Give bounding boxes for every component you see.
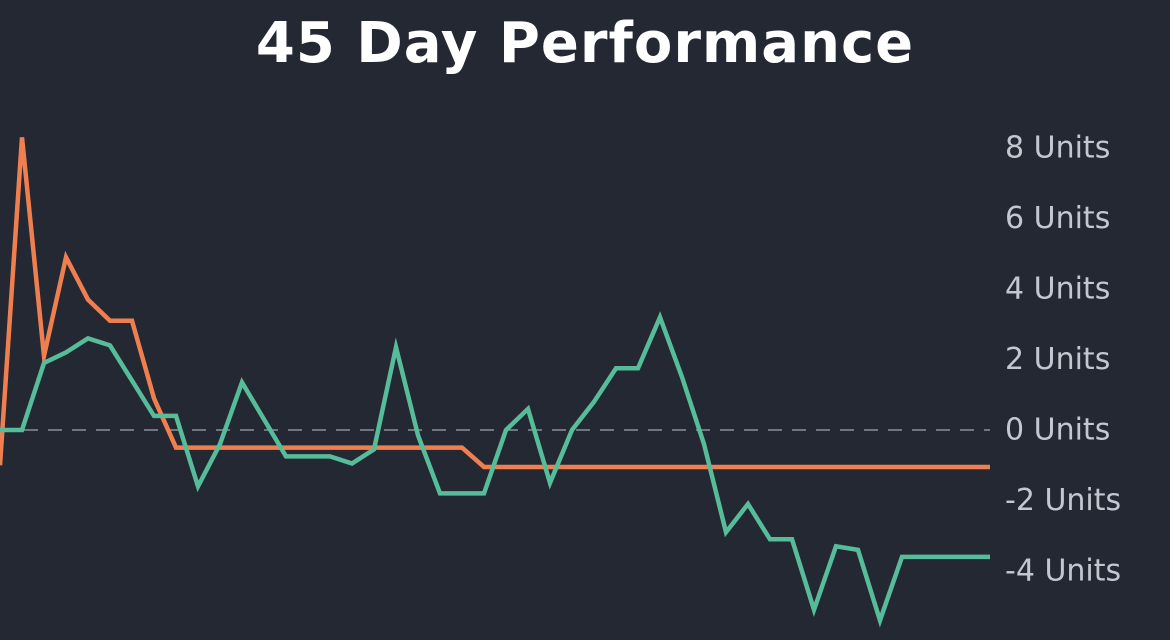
y-tick-label: 0 Units: [1005, 413, 1110, 448]
y-tick-label: 8 Units: [1005, 131, 1110, 166]
y-tick-label: 2 Units: [1005, 342, 1110, 377]
series-line-2: [0, 311, 990, 628]
y-tick-label: -2 Units: [1005, 483, 1121, 518]
y-tick-label: 4 Units: [1005, 272, 1110, 307]
series-line-1: [0, 137, 990, 470]
y-axis-tick-labels: 8 Units 6 Units 4 Units 2 Units 0 Units -2 Un…: [1005, 131, 1121, 589]
y-tick-label: -4 Units: [1005, 554, 1121, 589]
series-lines: [0, 137, 990, 628]
y-tick-label: 6 Units: [1005, 201, 1110, 236]
chart-title: 45 Day Performance: [255, 11, 915, 76]
